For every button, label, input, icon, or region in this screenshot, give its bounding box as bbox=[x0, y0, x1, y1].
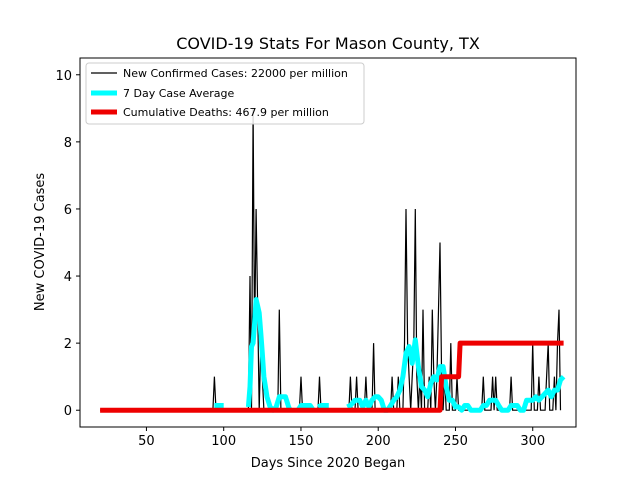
y-tick-label-0: 0 bbox=[64, 404, 72, 419]
x-tick-label-200: 200 bbox=[366, 434, 391, 449]
chart-title: COVID-19 Stats For Mason County, TX bbox=[176, 34, 480, 53]
y-tick-label-2: 2 bbox=[64, 337, 72, 352]
y-tick-label-10: 10 bbox=[55, 69, 72, 84]
y-tick-label-4: 4 bbox=[64, 270, 72, 285]
y-axis-ticks: 0 2 4 6 8 10 bbox=[55, 69, 80, 419]
y-tick-label-6: 6 bbox=[64, 203, 72, 218]
series-line-7-day-average-seg-1 bbox=[245, 297, 293, 413]
x-axis-label: Days Since 2020 Began bbox=[251, 456, 406, 471]
x-tick-label-100: 100 bbox=[211, 434, 236, 449]
x-tick-label-150: 150 bbox=[289, 434, 314, 449]
plot-frame bbox=[79, 57, 577, 428]
x-axis-ticks: 50 100 150 200 250 300 bbox=[138, 427, 545, 449]
legend-label-7-day-average: 7 Day Case Average bbox=[123, 87, 235, 100]
legend-box bbox=[85, 62, 365, 125]
legend: New Confirmed Cases: 22000 per million 7… bbox=[85, 62, 365, 125]
series-line-7-day-average-seg-3 bbox=[316, 403, 329, 410]
x-tick-label-50: 50 bbox=[138, 434, 155, 449]
legend-label-new-cases: New Confirmed Cases: 22000 per million bbox=[123, 67, 348, 80]
series-layer bbox=[100, 108, 566, 413]
x-tick-label-300: 300 bbox=[520, 434, 545, 449]
series-line-cumulative-deaths bbox=[100, 340, 564, 413]
y-axis-label: New COVID-19 Cases bbox=[33, 173, 48, 311]
x-tick-label-250: 250 bbox=[443, 434, 468, 449]
legend-label-cumulative-deaths: Cumulative Deaths: 467.9 per million bbox=[123, 106, 329, 119]
y-tick-label-8: 8 bbox=[64, 136, 72, 151]
